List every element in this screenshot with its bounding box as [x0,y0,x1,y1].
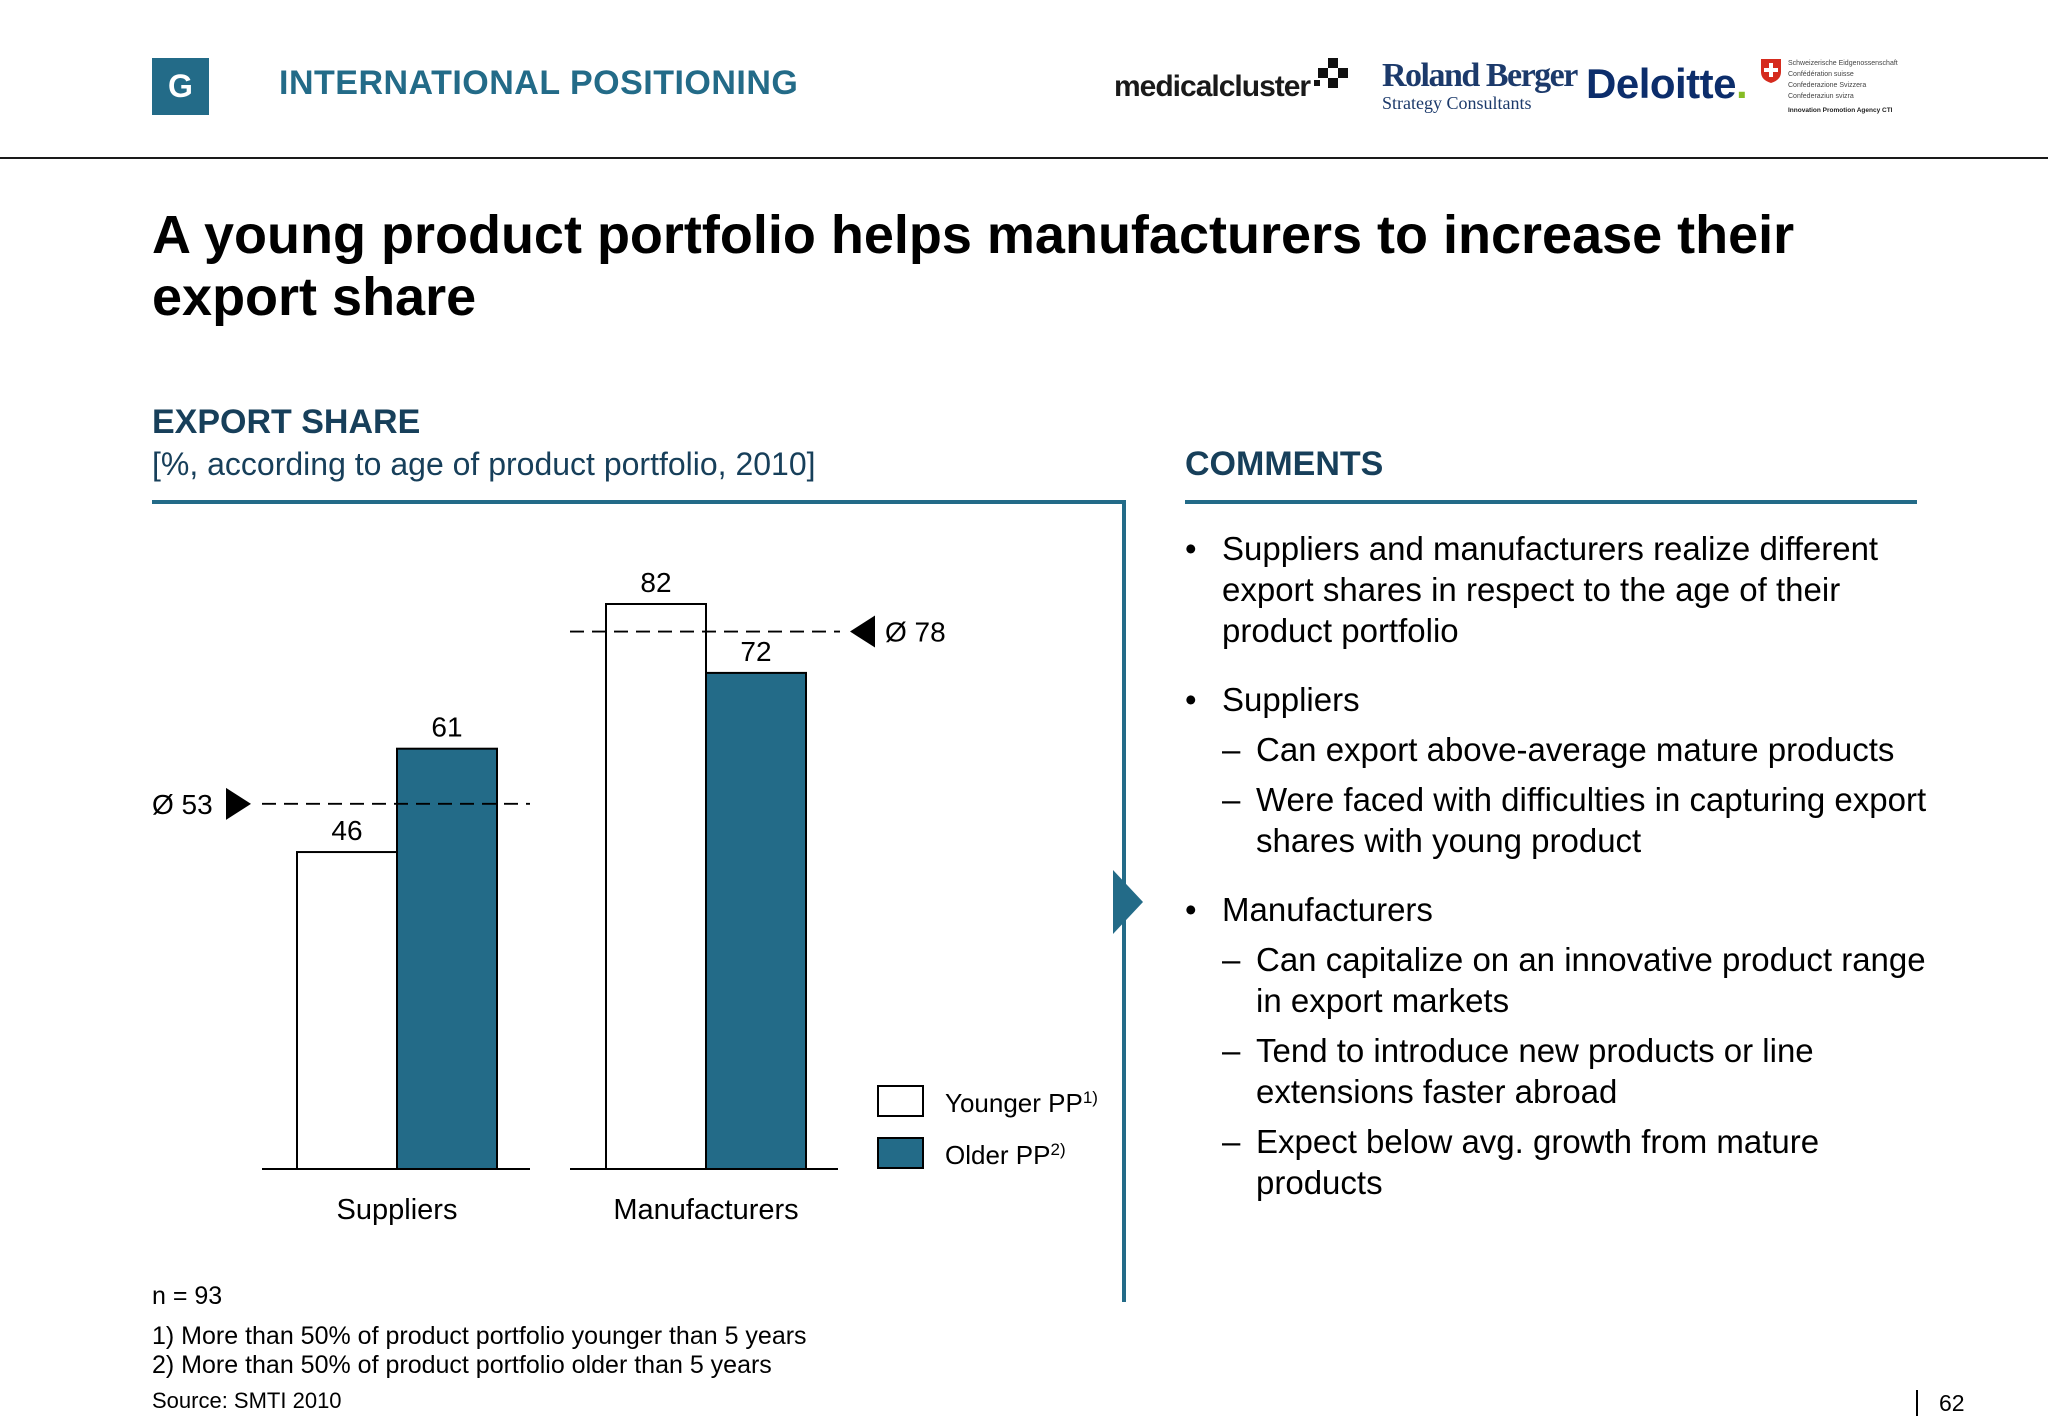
average-marker-icon [226,787,251,820]
bar [605,603,707,1170]
legend-label: Younger PP1) [945,1088,1098,1118]
medical-cluster-mark-icon [1314,58,1348,88]
comment-subitem: – Expect below avg. growth from mature pr… [1222,1121,1945,1203]
footnote-2: 2) More than 50% of product portfolio ol… [152,1351,772,1379]
legend-series-name: Younger PP [945,1088,1083,1118]
average-marker-icon [850,615,875,648]
comment-subtext: Tend to introduce new products or line e… [1256,1032,1814,1110]
deloitte-logo: Deloitte. [1586,60,1748,108]
bar [296,851,398,1170]
medical-cluster-logo: medicalcluster [1114,70,1311,103]
comment-subtext: Can capitalize on an innovative product … [1256,941,1926,1019]
header-divider [0,157,2048,159]
comment-subitem: – Can capitalize on an innovative product… [1222,939,1945,1021]
swiss-shield-icon [1761,59,1781,83]
page-number-separator [1916,1390,1918,1416]
chart-subtitle: [%, according to age of product portfoli… [152,446,816,482]
swiss-agency-text: Innovation Promotion Agency CTI [1788,107,1893,114]
comments-divider [1185,500,1917,504]
swiss-confederation-text: Schweizerische Eidgenossenschaft Confédé… [1788,60,1898,100]
comment-text: Manufacturers [1222,891,1433,928]
legend-swatch [877,1137,924,1169]
section-badge: G [152,58,209,115]
data-label: 72 [740,636,771,667]
category-label: Suppliers [337,1194,458,1226]
comments-list: • Suppliers and manufacturers realize dif… [1185,528,1945,1231]
comment-subtext: Were faced with difficulties in capturin… [1256,781,1927,859]
data-label: 61 [431,712,462,743]
deloitte-name: Deloitte [1586,60,1737,107]
comment-text: Suppliers [1222,681,1360,718]
comment-item: • Suppliers and manufacturers realize dif… [1185,528,1945,651]
deloitte-dot: . [1736,60,1748,107]
dash-icon: – [1222,1123,1241,1160]
export-share-chart: 46 61 Suppliers 82 72 Manufacturers Ø 53 Ø 78 Yo… [152,567,1098,1226]
page-number: 62 [1939,1390,1965,1416]
legend-footnote-marker: 2) [1051,1140,1066,1159]
legend-label: Older PP2) [945,1140,1066,1170]
roland-berger-subtitle: Strategy Consultants [1382,93,1532,113]
comment-item: • Suppliers – Can export above-average matu… [1185,679,1945,861]
footnotes: n = 93 1) More than 50% of product portf… [152,1282,807,1380]
roland-berger-logo: Roland Berger Strategy Consultants [1382,57,1578,113]
bar [396,747,498,1170]
bullet-icon: • [1185,891,1197,928]
bullet-icon: • [1185,681,1197,718]
average-label: Ø 78 [885,617,946,648]
legend-swatch [877,1085,924,1117]
comment-sublist: – Can export above-average mature product… [1222,729,1945,861]
average-label: Ø 53 [152,789,213,820]
comment-subitem: – Were faced with difficulties in capturi… [1222,779,1945,861]
roland-berger-name: Roland Berger [1382,57,1578,94]
category-label: Manufacturers [613,1194,798,1226]
legend-series-name: Older PP [945,1140,1051,1170]
section-title: INTERNATIONAL POSITIONING [279,64,799,102]
comment-subitem: – Can export above-average mature product… [1222,729,1945,770]
legend-footnote-marker: 1) [1083,1088,1098,1107]
bullet-icon: • [1185,530,1197,567]
footnote-1: 1) More than 50% of product portfolio yo… [152,1322,807,1350]
comment-subtext: Can export above-average mature products [1256,731,1895,768]
data-label: 82 [640,567,671,598]
dash-icon: – [1222,781,1241,818]
dash-icon: – [1222,1032,1241,1069]
comment-item: • Manufacturers – Can capitalize on an inno… [1185,889,1945,1203]
source-note: Source: SMTI 2010 [152,1388,342,1413]
sample-size: n = 93 [152,1282,223,1310]
dash-icon: – [1222,941,1241,978]
data-label: 46 [331,815,362,846]
comments-title: COMMENTS [1185,445,1384,483]
bar [705,671,807,1171]
chart-top-divider [152,500,1126,504]
chart-title: EXPORT SHARE [152,403,421,441]
comment-sublist: – Can capitalize on an innovative product… [1222,939,1945,1203]
comment-subitem: – Tend to introduce new products or line … [1222,1030,1945,1112]
page-title: A young product portfolio helps manufact… [152,205,1795,327]
comment-subtext: Expect below avg. growth from mature pro… [1256,1123,1820,1201]
comment-text: Suppliers and manufacturers realize diff… [1222,530,1879,649]
swiss-confederation-logo: Schweizerische Eidgenossenschaft Confédé… [1760,58,1930,120]
dash-icon: – [1222,731,1241,768]
